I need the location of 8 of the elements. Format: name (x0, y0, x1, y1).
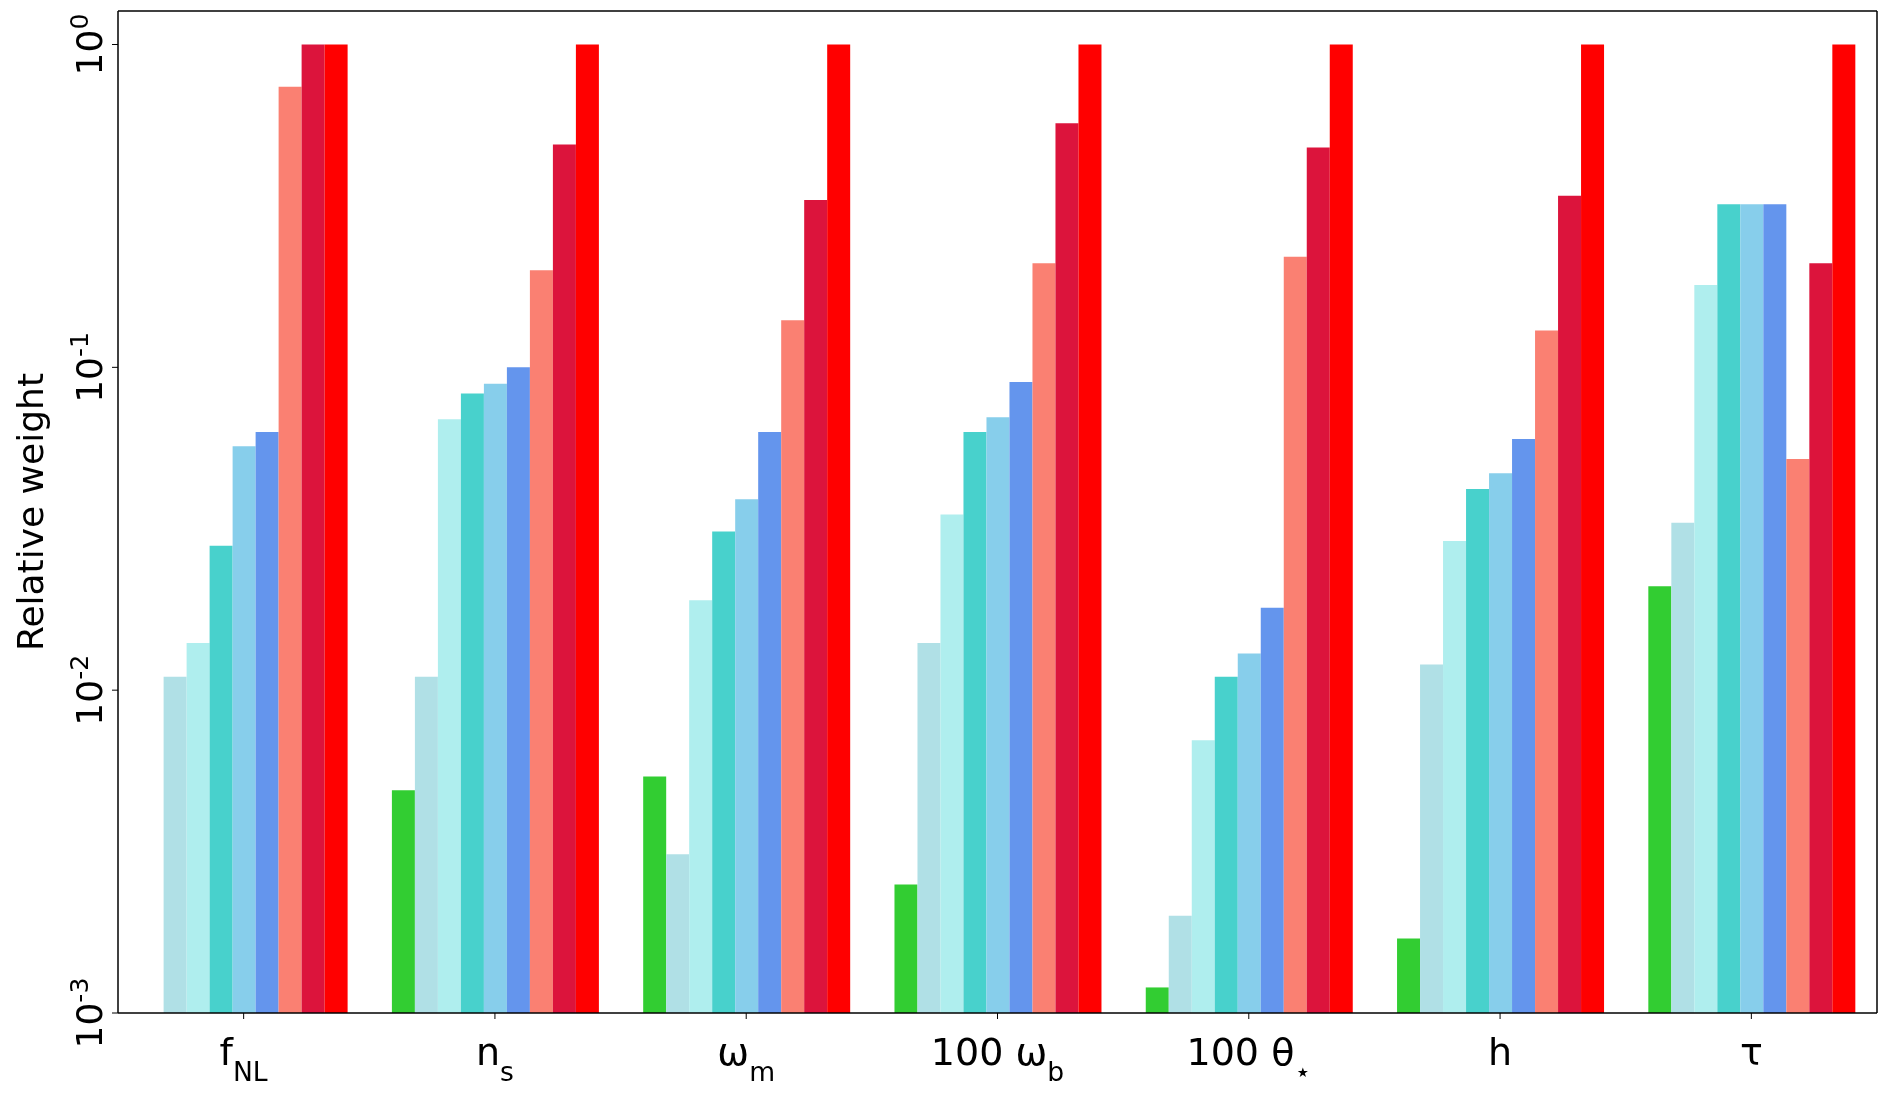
y-axis-title: Relative weight (9, 373, 51, 651)
x-tick-label: n$_{s}$ (475, 1030, 514, 1087)
x-tick-label: h (1488, 1030, 1513, 1074)
x-tick-label: ω$_{m}$ (717, 1030, 776, 1087)
x-tick-label: f$_{NL}$ (219, 1030, 268, 1087)
x-tick-label: 100 ω$_{b}$ (930, 1030, 1065, 1087)
x-tick-label: τ (1739, 1030, 1763, 1074)
x-tick-label: 100 θ$_{⋆}$ (1186, 1030, 1312, 1087)
